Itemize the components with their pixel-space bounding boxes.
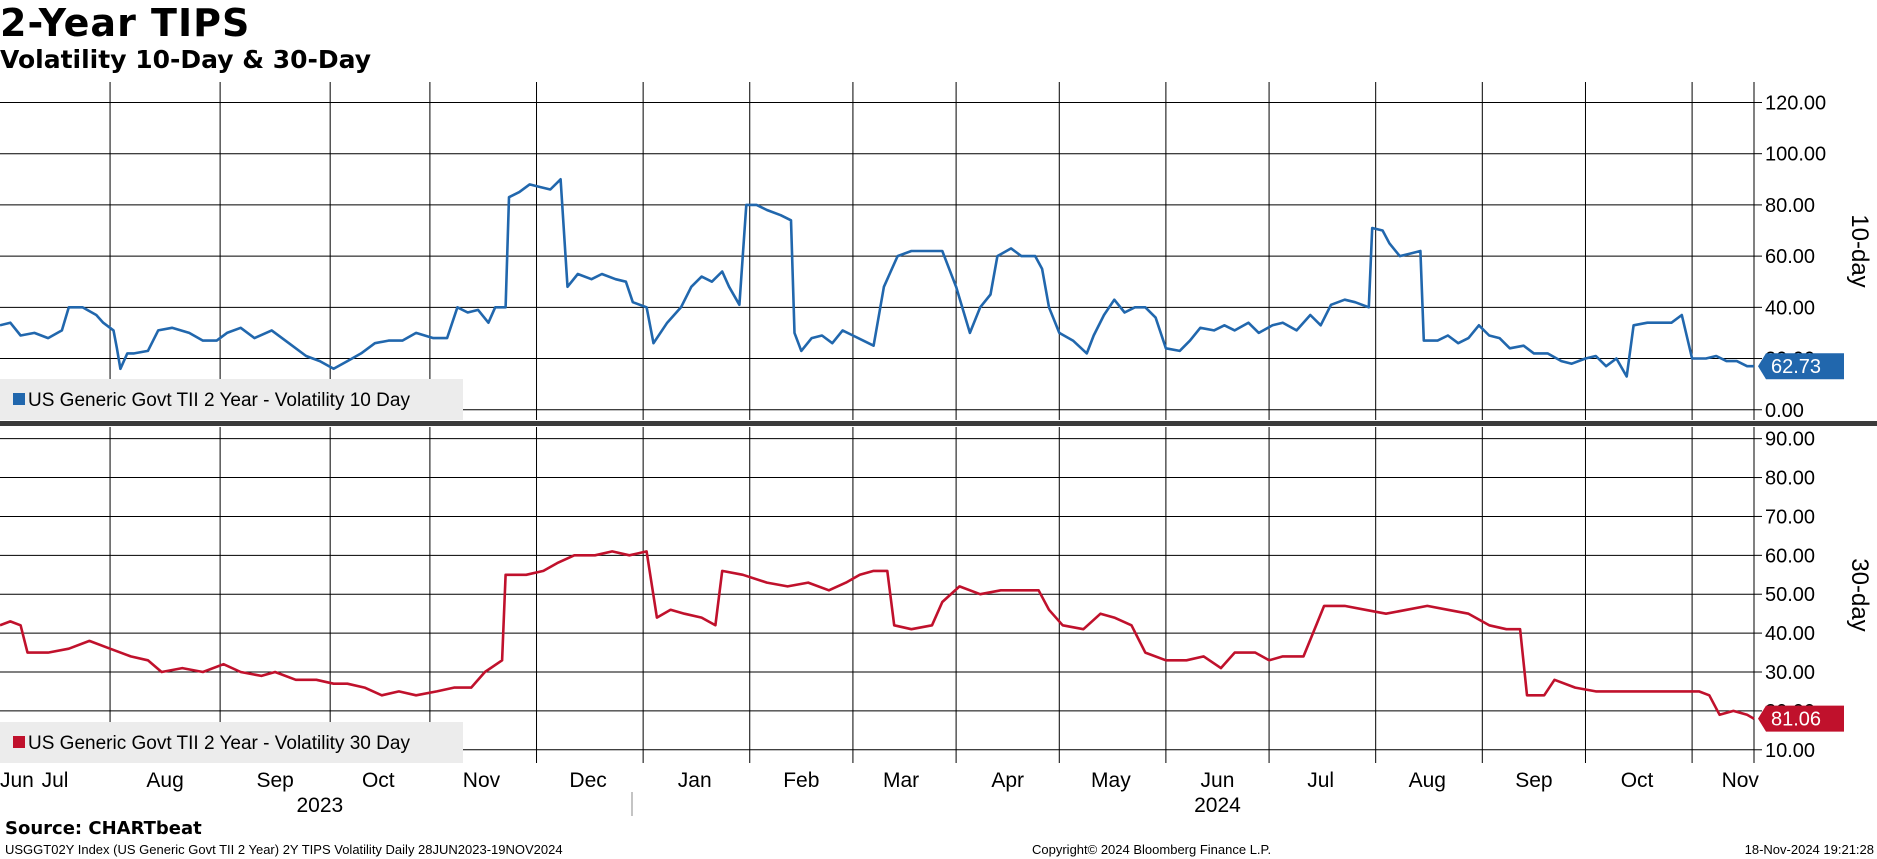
chart-subtitle: Volatility 10-Day & 30-Day	[0, 45, 372, 74]
x-tick-label: Jun	[1201, 769, 1235, 792]
last-value-label: 62.73	[1771, 356, 1821, 378]
y-tick-label: 100.00	[1765, 144, 1826, 166]
y-tick-label: 40.00	[1765, 623, 1815, 645]
y-axis-title: 30-day	[1846, 558, 1873, 631]
legend-swatch	[13, 393, 25, 405]
panel-separator	[0, 421, 1877, 426]
x-tick-label: Apr	[991, 769, 1024, 792]
y-tick-label: 60.00	[1765, 246, 1815, 268]
y-tick-label: 40.00	[1765, 297, 1815, 319]
y-tick-label: 30.00	[1765, 662, 1815, 684]
legend-box	[0, 722, 463, 763]
x-tick-label: Oct	[362, 769, 395, 792]
source-label: Source: CHARTbeat	[5, 818, 202, 839]
x-tick-label: Feb	[783, 769, 819, 792]
footer-timestamp: 18-Nov-2024 19:21:28	[1744, 842, 1874, 857]
footer-meta: USGGT02Y Index (US Generic Govt TII 2 Ye…	[5, 842, 563, 857]
x-tick-label: Jan	[678, 769, 712, 792]
footer-copyright: Copyright© 2024 Bloomberg Finance L.P.	[1032, 842, 1272, 857]
x-tick-label: Nov	[463, 769, 501, 792]
last-value-badge	[1758, 705, 1844, 732]
chart-title: 2-Year TIPS	[0, 1, 251, 45]
x-tick-label: Dec	[569, 769, 606, 792]
y-tick-label: 90.00	[1765, 429, 1815, 451]
y-tick-label: 10.00	[1765, 740, 1815, 762]
y-tick-label: 50.00	[1765, 584, 1815, 606]
x-tick-label: Sep	[256, 769, 293, 792]
x-tick-label: Jun	[0, 769, 34, 792]
x-year-label: 2024	[1194, 794, 1241, 817]
y-tick-label: 80.00	[1765, 195, 1815, 217]
y-tick-label: 70.00	[1765, 506, 1815, 528]
x-tick-label: Mar	[883, 769, 919, 792]
legend-label: US Generic Govt TII 2 Year - Volatility …	[28, 733, 410, 754]
x-tick-label: Jul	[1307, 769, 1334, 792]
last-value-badge	[1758, 353, 1844, 380]
x-tick-label: Nov	[1722, 769, 1760, 792]
x-tick-label: Jul	[42, 769, 69, 792]
y-axis-title: 10-day	[1846, 214, 1873, 287]
legend-label: US Generic Govt TII 2 Year - Volatility …	[28, 390, 410, 411]
series-line-10day	[0, 178, 1754, 378]
x-tick-label: Sep	[1515, 769, 1552, 792]
x-tick-label: Aug	[1409, 769, 1446, 792]
x-year-label: 2023	[296, 794, 343, 817]
legend-box	[0, 379, 463, 420]
y-tick-label: 60.00	[1765, 545, 1815, 567]
series-line-30day	[0, 550, 1755, 720]
x-tick-label: Aug	[146, 769, 183, 792]
x-tick-label: Oct	[1621, 769, 1654, 792]
y-tick-label: 0.00	[1765, 400, 1804, 422]
x-tick-label: May	[1091, 769, 1131, 792]
last-value-label: 81.06	[1771, 709, 1821, 731]
y-tick-label: 80.00	[1765, 468, 1815, 490]
y-tick-label: 120.00	[1765, 92, 1826, 114]
legend-swatch	[13, 736, 25, 748]
